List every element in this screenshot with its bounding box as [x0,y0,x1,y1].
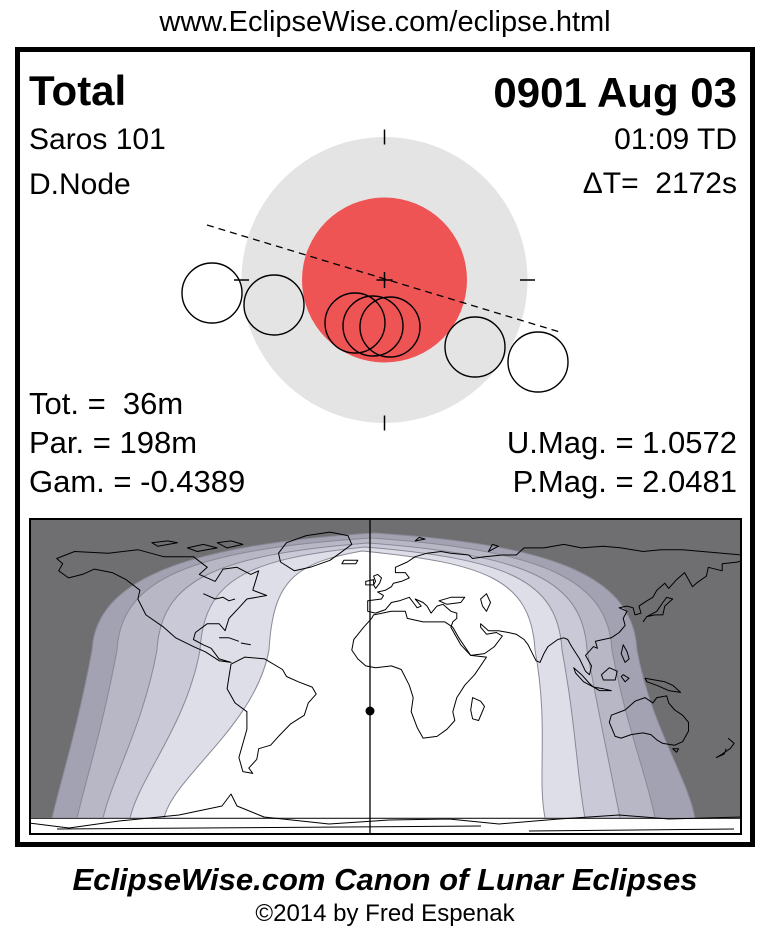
eclipse-type-label: Total [29,67,127,114]
eclipse-time: 01:09 TD [614,123,737,156]
umbral-magnitude: U.Mag. = 1.0572 [506,425,737,460]
saros-label: Saros 101 [29,123,166,156]
shadow-geometry-diagram [181,129,569,431]
penumbral-magnitude: P.Mag. = 2.0481 [512,464,737,499]
footer-title: EclipseWise.com Canon of Lunar Eclipses [72,862,698,897]
footer-copyright: ©2014 by Fred Espenak [255,900,515,927]
node-label: D.Node [29,168,131,201]
gamma-value: Gam. = -0.4389 [29,464,246,499]
eclipse-date: 0901 Aug 03 [493,69,737,116]
visibility-world-map [29,518,742,835]
eclipse-card: Total Saros 101 D.Node 0901 Aug 03 01:09… [15,47,755,847]
url-header: www.EclipseWise.com/eclipse.html [159,6,611,38]
totality-duration: Tot. = 36m [29,386,184,421]
delta-t-value: ΔT= 2172s [582,167,737,200]
partial-duration: Par. = 198m [29,425,198,460]
